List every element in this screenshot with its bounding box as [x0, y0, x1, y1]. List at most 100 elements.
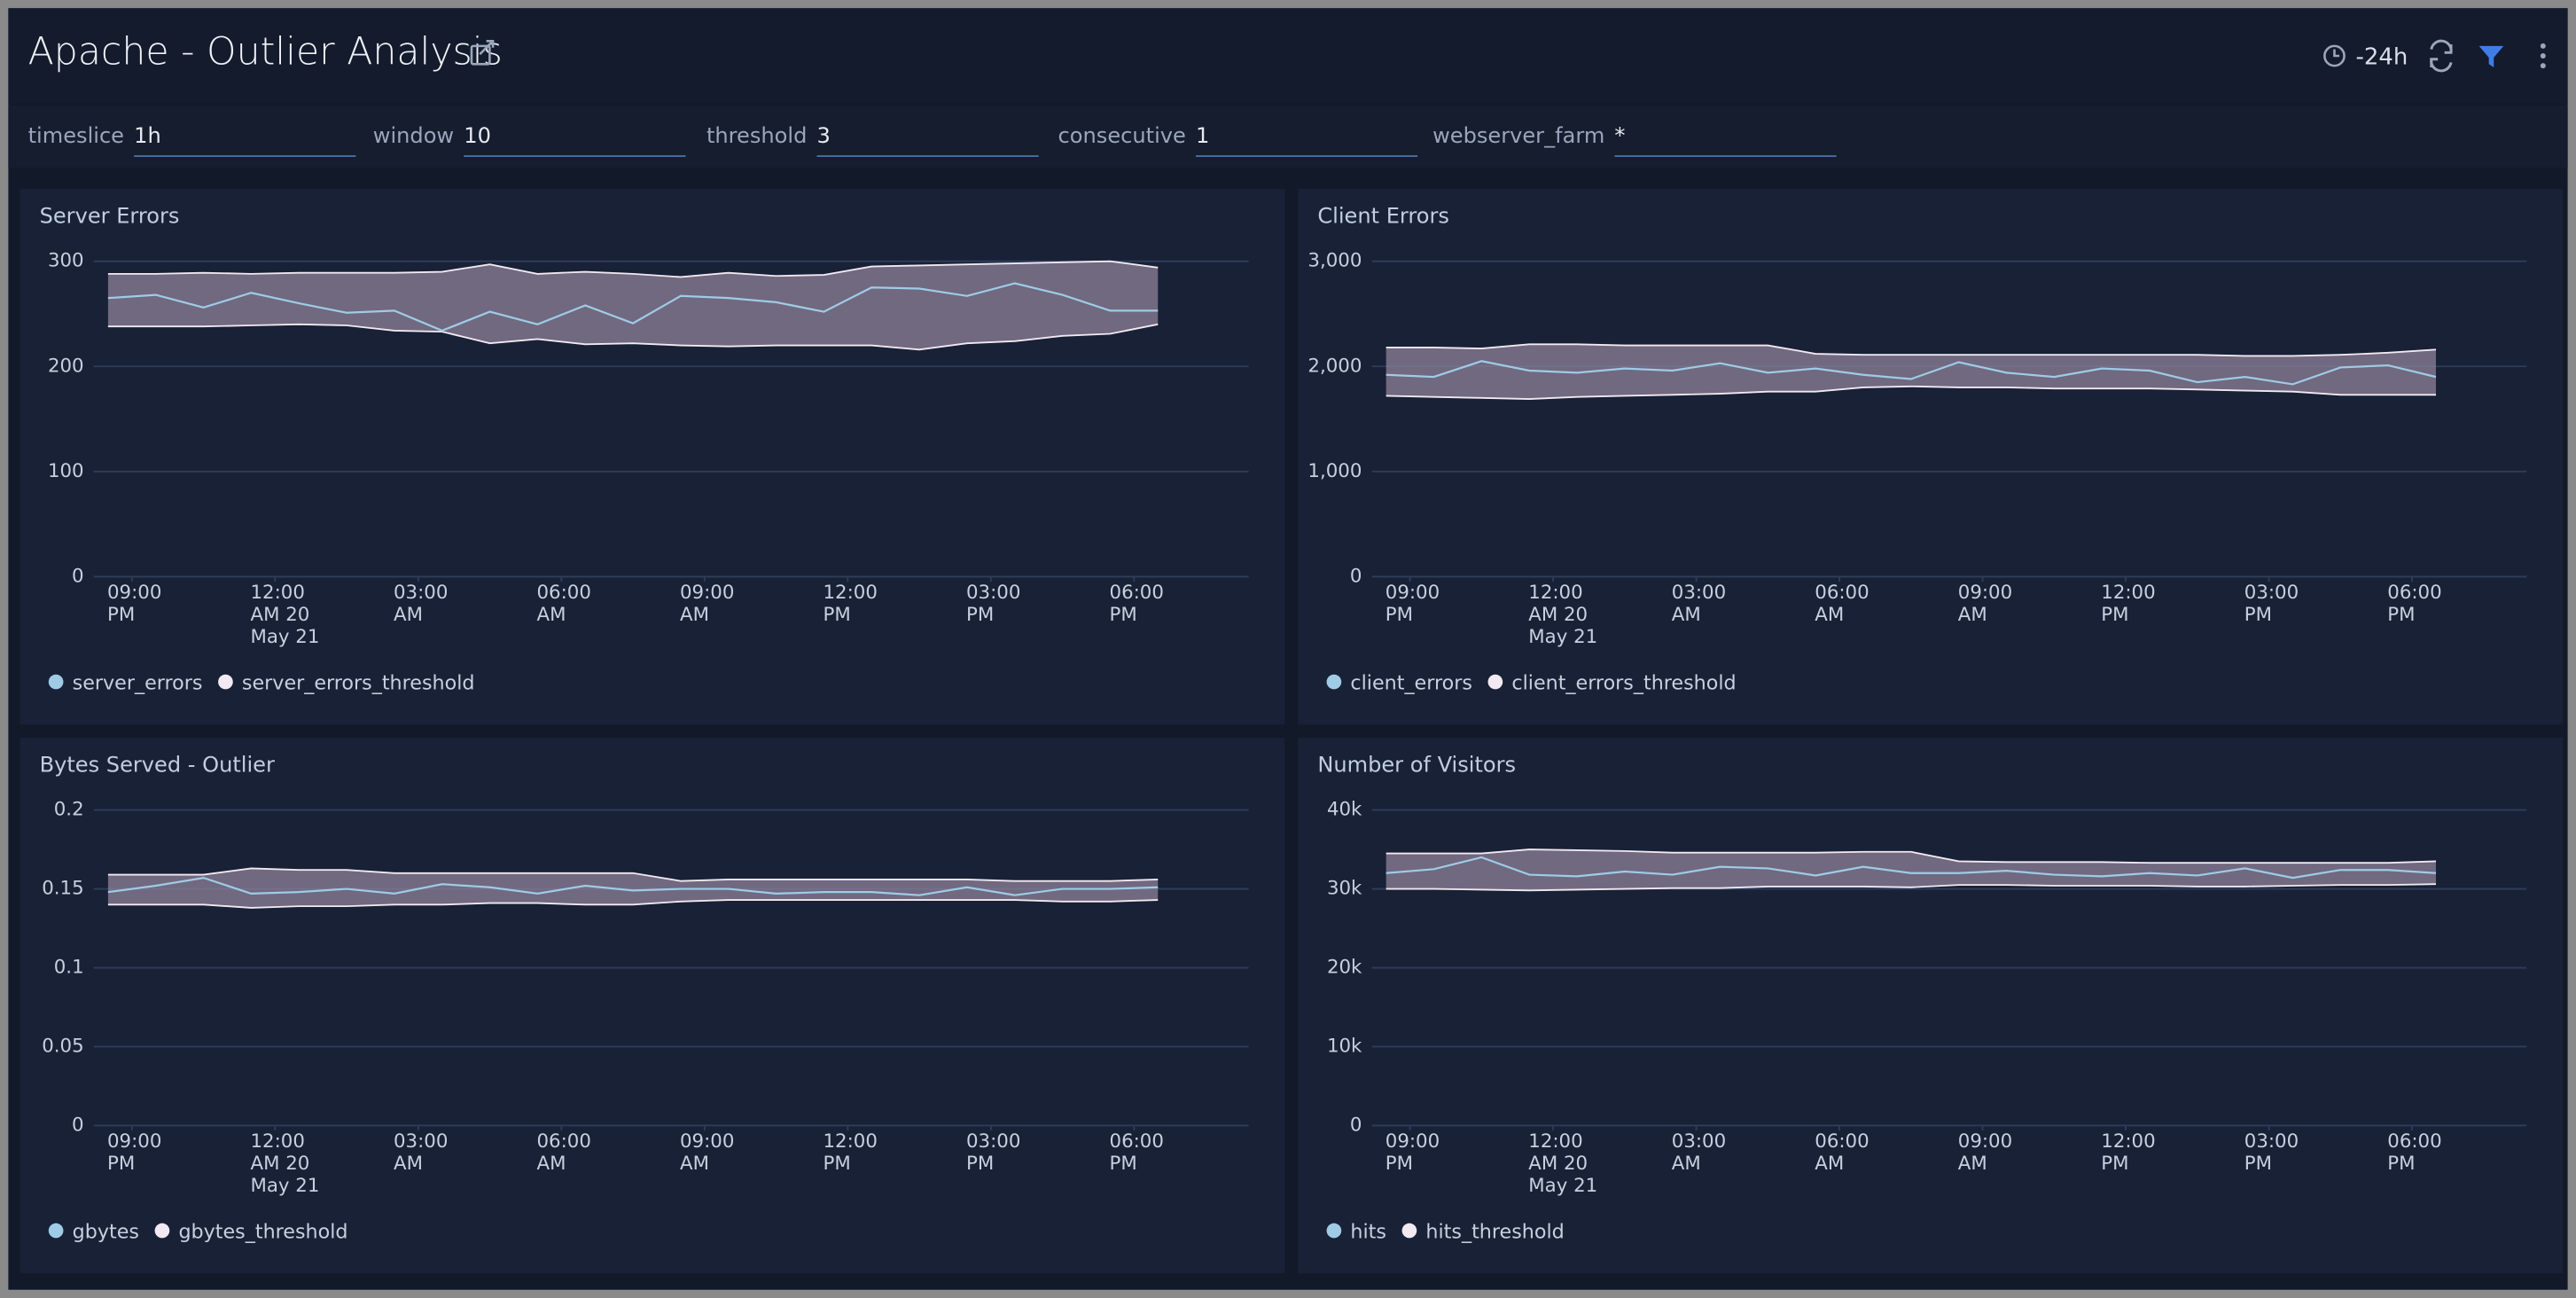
series-line	[107, 282, 1159, 332]
filter-label: timeslice	[28, 123, 124, 148]
y-tick-label: 0	[1350, 1114, 1362, 1136]
dashboard-title: Apache - Outlier Analysis	[28, 30, 503, 74]
threshold-band	[1386, 344, 2437, 400]
refresh-icon[interactable]	[2430, 39, 2453, 73]
header-bar	[8, 8, 2568, 104]
y-tick-label: 300	[48, 250, 84, 272]
legend-dot	[1401, 1223, 1417, 1239]
y-tick-label: 0	[1350, 565, 1362, 587]
legend-label: server_errors_threshold	[242, 671, 475, 694]
time-range[interactable]: -24h	[2356, 43, 2408, 70]
filter-icon[interactable]	[2478, 45, 2504, 67]
x-tick-label: 03:00 PM	[2244, 582, 2299, 626]
share-icon[interactable]	[470, 40, 495, 66]
x-tick-label: 09:00 PM	[107, 1130, 161, 1175]
x-tick-label: 12:00 AM 20 May 21	[1528, 1130, 1597, 1197]
x-tick-label: 09:00 AM	[1958, 582, 2012, 626]
series-line	[1386, 856, 2437, 880]
x-tick-label: 12:00 PM	[2101, 582, 2155, 626]
legend-label: client_errors	[1350, 671, 1471, 694]
y-tick-label: 10k	[1327, 1035, 1362, 1057]
filter-value: 1h	[134, 123, 161, 148]
threshold-upper	[1386, 343, 2437, 357]
x-tick-label: 03:00 PM	[966, 582, 1020, 626]
x-tick-label: 12:00 PM	[824, 582, 878, 626]
x-tick-label: 03:00 PM	[966, 1130, 1020, 1175]
panel-background	[1298, 738, 2564, 1274]
threshold-lower	[107, 899, 1159, 909]
filter-value: 10	[464, 123, 491, 148]
x-tick-label: 06:00 PM	[2387, 582, 2441, 626]
y-tick-label: 0.1	[54, 957, 84, 979]
threshold-upper	[107, 260, 1159, 278]
panel-background	[1298, 189, 2564, 725]
threshold-upper	[1386, 848, 2437, 864]
y-tick-label: 0	[72, 1114, 84, 1136]
panel-background	[20, 738, 1285, 1274]
legend-dot	[1487, 674, 1503, 690]
menu-icon[interactable]	[2540, 43, 2546, 69]
panel: Client Errors 0 1,000 2,000 3,000 09:00 PM 12:0…	[1298, 189, 2564, 725]
x-tick-label: 06:00 PM	[1110, 1130, 1164, 1175]
panel-title: Client Errors	[1317, 204, 1449, 229]
x-tick-label: 09:00 PM	[1386, 1130, 1440, 1175]
y-tick-label: 0.2	[54, 799, 84, 821]
legend-dot	[218, 674, 233, 690]
x-tick-label: 06:00 PM	[2387, 1130, 2441, 1175]
y-tick-label: 40k	[1327, 799, 1362, 821]
threshold-lower	[107, 323, 1159, 351]
filter-label: window	[373, 123, 454, 148]
x-tick-label: 09:00 AM	[680, 582, 734, 626]
y-tick-label: 2,000	[1308, 355, 1362, 377]
threshold-lower	[1386, 385, 2437, 400]
x-tick-label: 06:00 AM	[1815, 1130, 1869, 1175]
filter-bar	[8, 105, 2568, 168]
x-tick-label: 09:00 AM	[680, 1130, 734, 1175]
y-tick-label: 200	[48, 355, 84, 377]
legend-label: client_errors_threshold	[1511, 671, 1736, 694]
y-tick-label: 0	[72, 565, 84, 587]
series-line	[107, 876, 1159, 896]
threshold-band	[107, 868, 1159, 908]
x-tick-label: 12:00 PM	[2101, 1130, 2155, 1175]
filters: timeslice 1h window 10 threshold 3 consecutive…	[28, 123, 1837, 157]
x-tick-label: 03:00 AM	[1672, 582, 1726, 626]
x-tick-label: 09:00 AM	[1958, 1130, 2012, 1175]
y-tick-label: 20k	[1327, 957, 1362, 979]
panel: Number of Visitors 0 10k 20k 30k 40k 09:00 PM 12…	[1298, 738, 2564, 1274]
x-tick-label: 12:00 AM 20 May 21	[251, 1130, 320, 1197]
x-tick-label: 09:00 PM	[1386, 582, 1440, 626]
panel: Server Errors 0 100 200 300 09:00 PM 12:00 AM 20…	[20, 189, 1285, 725]
filter-label: threshold	[706, 123, 807, 148]
legend-label: server_errors	[73, 671, 203, 694]
y-tick-label: 30k	[1327, 878, 1362, 900]
x-tick-label: 03:00 AM	[394, 582, 448, 626]
panel-title: Server Errors	[40, 204, 180, 229]
legend-label: gbytes	[73, 1220, 139, 1243]
filter-label: webserver_farm	[1432, 123, 1604, 148]
legend-label: hits	[1350, 1220, 1386, 1243]
threshold-lower	[1386, 883, 2437, 892]
filter-value: 3	[817, 123, 831, 148]
legend-dot	[1326, 674, 1342, 690]
x-tick-label: 06:00 AM	[1815, 582, 1869, 626]
y-tick-label: 0.05	[42, 1035, 83, 1057]
x-tick-label: 06:00 PM	[1110, 582, 1164, 626]
filter-value: 1	[1196, 123, 1209, 148]
y-tick-label: 1,000	[1308, 460, 1362, 482]
y-tick-label: 3,000	[1308, 250, 1362, 272]
x-tick-label: 12:00 PM	[824, 1130, 878, 1175]
filter-label: consecutive	[1058, 123, 1186, 148]
panels: Server Errors 0 100 200 300 09:00 PM 12:00 AM 20…	[20, 189, 2564, 1274]
x-tick-label: 03:00 AM	[394, 1130, 448, 1175]
x-tick-label: 03:00 AM	[1672, 1130, 1726, 1175]
panel-title: Bytes Served - Outlier	[40, 753, 275, 778]
panel: Bytes Served - Outlier 0 0.05 0.1 0.15 0.2 09:…	[20, 738, 1285, 1274]
y-tick-label: 0.15	[42, 878, 83, 900]
legend-dot	[1326, 1223, 1342, 1239]
legend-dot	[154, 1223, 170, 1239]
time-icon[interactable]	[2323, 44, 2346, 67]
legend-label: hits_threshold	[1425, 1220, 1564, 1243]
